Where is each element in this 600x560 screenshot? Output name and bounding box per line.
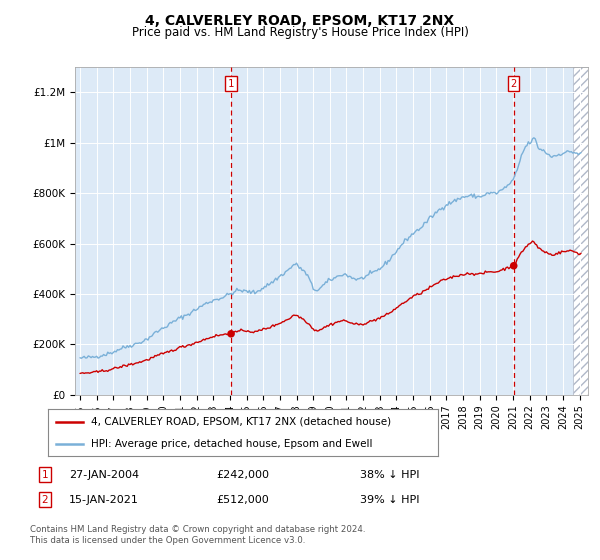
Text: £242,000: £242,000	[216, 470, 269, 480]
Text: Contains HM Land Registry data © Crown copyright and database right 2024.
This d: Contains HM Land Registry data © Crown c…	[30, 525, 365, 545]
Text: 27-JAN-2004: 27-JAN-2004	[69, 470, 139, 480]
Text: 4, CALVERLEY ROAD, EPSOM, KT17 2NX: 4, CALVERLEY ROAD, EPSOM, KT17 2NX	[145, 14, 455, 28]
Text: 15-JAN-2021: 15-JAN-2021	[69, 494, 139, 505]
Text: £512,000: £512,000	[216, 494, 269, 505]
Text: 38% ↓ HPI: 38% ↓ HPI	[360, 470, 419, 480]
Text: 39% ↓ HPI: 39% ↓ HPI	[360, 494, 419, 505]
Text: Price paid vs. HM Land Registry's House Price Index (HPI): Price paid vs. HM Land Registry's House …	[131, 26, 469, 39]
Text: 2: 2	[511, 78, 517, 88]
Text: 2: 2	[41, 494, 49, 505]
Point	[509, 262, 518, 270]
Text: 4, CALVERLEY ROAD, EPSOM, KT17 2NX (detached house): 4, CALVERLEY ROAD, EPSOM, KT17 2NX (deta…	[91, 417, 391, 427]
Point	[226, 329, 236, 338]
Bar	[573, 67, 588, 395]
Text: HPI: Average price, detached house, Epsom and Ewell: HPI: Average price, detached house, Epso…	[91, 438, 373, 449]
Text: 1: 1	[41, 470, 49, 480]
Text: 1: 1	[228, 78, 234, 88]
